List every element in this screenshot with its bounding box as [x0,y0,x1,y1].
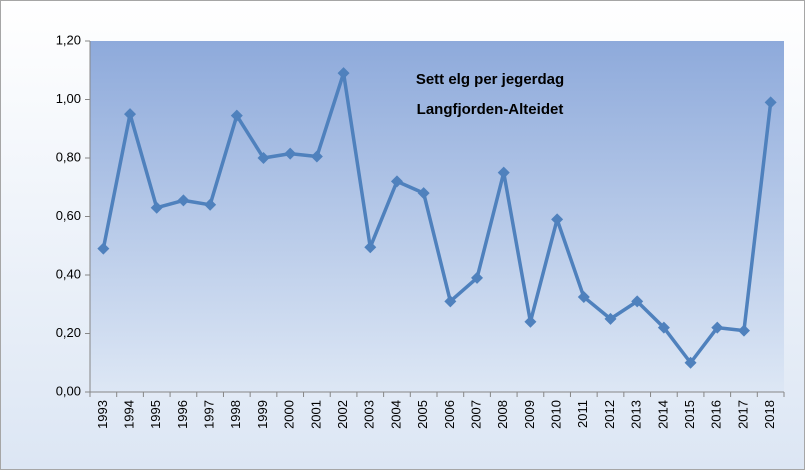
data-marker [711,321,724,334]
y-tick-label: 1,00 [56,91,81,106]
x-tick-label: 2001 [308,400,323,429]
x-tick-label: 2011 [575,400,590,428]
data-marker [764,96,777,109]
data-marker [524,315,537,328]
x-tick-label: 2015 [682,400,697,429]
data-marker [417,187,430,200]
chart-subtitle: Langfjorden-Alteidet [417,101,564,118]
data-marker [364,241,377,254]
chart-title: Sett elg per jegerdag [416,71,564,88]
x-tick-label: 2000 [282,400,297,429]
y-tick-label: 0,60 [56,208,81,223]
x-tick-label: 2005 [415,400,430,429]
data-marker [310,150,323,163]
data-marker [150,201,163,214]
data-marker [177,194,190,207]
data-marker [497,166,510,179]
data-marker [551,213,564,226]
data-marker [337,67,350,80]
x-tick-label: 1998 [228,400,243,429]
x-tick-label: 1996 [175,400,190,429]
x-tick-label: 2017 [735,400,750,429]
x-tick-label: 1999 [255,400,270,429]
data-marker [124,108,137,121]
y-tick-label: 0,80 [56,149,81,164]
x-tick-label: 2010 [549,400,564,429]
x-tick-label: 2008 [495,400,510,429]
y-tick-label: 0,40 [56,266,81,281]
y-tick-label: 0,00 [56,383,81,398]
x-tick-label: 2006 [442,400,457,429]
x-tick-label: 2012 [602,400,617,429]
data-marker [444,295,457,308]
x-tick-label: 2007 [468,400,483,429]
y-tick-label: 1,20 [56,32,81,47]
x-tick-label: 1994 [121,400,136,429]
data-marker [97,242,110,255]
x-tick-label: 2004 [388,400,403,429]
data-marker [390,175,403,188]
plot-area [90,41,784,392]
data-marker [604,312,617,325]
data-marker [230,109,243,122]
data-marker [737,324,750,337]
x-tick-label: 2003 [362,400,377,429]
data-marker [684,356,697,369]
x-tick-label: 2013 [629,400,644,429]
x-tick-label: 2016 [709,400,724,429]
y-tick-label: 0,20 [56,325,81,340]
x-tick-label: 1993 [95,400,110,429]
data-marker [471,271,484,284]
x-tick-label: 2009 [522,400,537,429]
data-marker [631,295,644,308]
x-tick-label: 2014 [655,400,670,429]
data-line [101,71,773,365]
x-tick-label: 1995 [148,400,163,429]
data-marker [284,147,297,160]
data-marker [577,290,590,303]
x-tick-label: 2018 [762,400,777,429]
data-marker [657,321,670,334]
data-marker [204,198,217,211]
x-tick-label: 1997 [202,400,217,429]
x-tick-label: 2002 [335,400,350,429]
data-marker [257,152,270,164]
